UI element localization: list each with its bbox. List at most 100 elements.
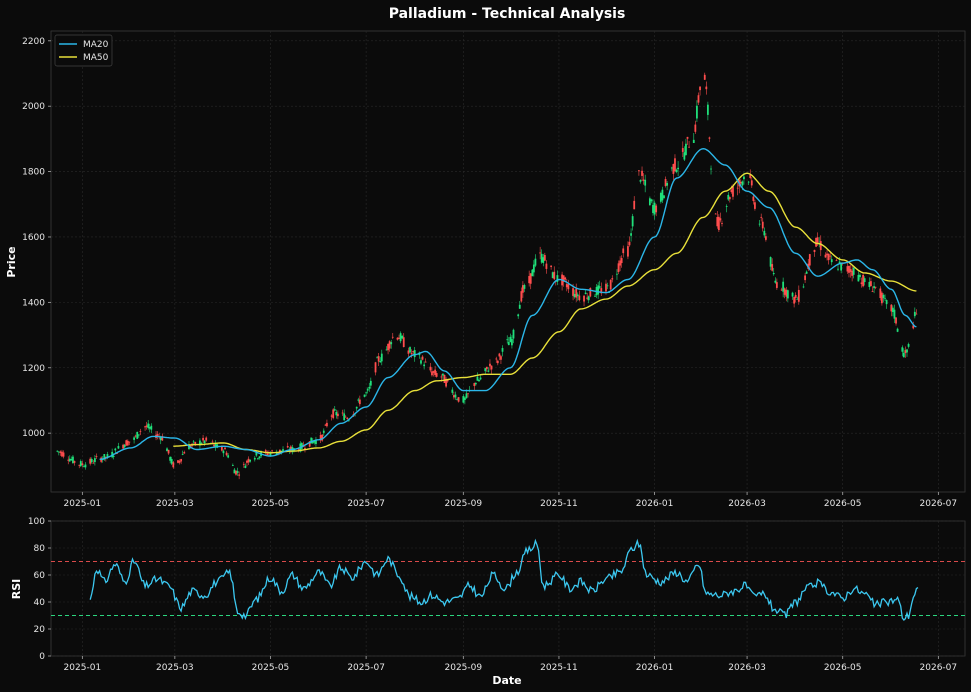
price-x-tick-label: 2025-11: [540, 499, 578, 509]
candle-up: [868, 281, 871, 288]
candle-up: [423, 364, 426, 367]
candle-up: [203, 440, 206, 444]
candle-down: [194, 441, 197, 446]
candle-down: [521, 285, 524, 293]
candle-down: [73, 461, 76, 463]
candle-up: [479, 377, 482, 380]
ma20-line: [99, 147, 917, 460]
candle-up: [758, 223, 761, 225]
candle-down: [895, 317, 897, 324]
candle-up: [769, 257, 772, 267]
candle-down: [330, 415, 333, 417]
candle-down: [780, 289, 783, 291]
candle-up: [791, 292, 794, 297]
candle-down: [771, 264, 774, 271]
candle-up: [200, 443, 203, 444]
candle-down: [565, 284, 568, 288]
candle-up: [532, 264, 535, 273]
candle-down: [890, 304, 893, 312]
candle-down: [562, 275, 565, 282]
price-x-tick-label: 2026-05: [824, 499, 862, 509]
candle-down: [235, 470, 237, 475]
candle-up: [653, 202, 656, 215]
candle-up: [650, 199, 653, 202]
candle-up: [782, 281, 785, 292]
candle-up: [147, 423, 150, 428]
candle-down: [156, 434, 159, 437]
candle-up: [648, 198, 651, 206]
candle-up: [507, 342, 510, 346]
candle-up: [907, 344, 910, 347]
candle-down: [620, 258, 623, 264]
candle-up: [484, 368, 487, 372]
candle-up: [727, 194, 730, 200]
candle-up: [335, 412, 338, 416]
candle-down: [336, 413, 339, 417]
candle-down: [443, 374, 446, 383]
candle-down: [178, 460, 181, 463]
candle-down: [721, 223, 723, 224]
rsi-y-tick-label: 80: [34, 544, 46, 554]
candle-down: [804, 275, 806, 281]
candle-up: [594, 295, 596, 297]
candle-down: [387, 343, 389, 351]
candle-up: [661, 189, 664, 201]
rsi-x-tick-label: 2025-05: [252, 663, 290, 673]
candle-down: [617, 263, 620, 272]
candle-down: [881, 292, 883, 304]
candle-down: [862, 274, 864, 287]
rsi-line: [89, 538, 919, 621]
candle-down: [225, 452, 228, 456]
candle-down: [344, 416, 347, 418]
candle-down: [126, 440, 129, 446]
candle-up: [333, 409, 336, 411]
candle-up: [90, 458, 93, 463]
candle-up: [166, 448, 168, 452]
candle-up: [576, 294, 579, 297]
candle-down: [633, 200, 636, 210]
candle-down: [128, 441, 131, 443]
price-x-tick-label: 2025-07: [347, 499, 385, 509]
price-y-axis-label: Price: [5, 246, 18, 277]
candle-down: [783, 288, 786, 295]
candle-up: [369, 380, 372, 386]
candle-down: [728, 197, 731, 200]
price-x-tick-label: 2026-07: [920, 499, 958, 509]
candle-up: [573, 294, 576, 298]
candle-up: [893, 309, 896, 319]
candle-up: [363, 394, 366, 397]
candle-down: [686, 136, 689, 139]
candle-up: [442, 373, 444, 376]
price-y-tick-label: 1200: [22, 364, 45, 374]
candle-down: [139, 430, 142, 432]
candle-down: [672, 164, 675, 174]
candle-up: [123, 444, 126, 448]
price-y-tick-label: 2000: [22, 102, 45, 112]
candle-down: [688, 146, 690, 148]
candle-up: [873, 286, 875, 289]
candle-up: [606, 285, 609, 287]
price-x-tick-label: 2026-01: [636, 499, 674, 509]
candle-down: [431, 371, 433, 376]
price-x-tick-label: 2025-09: [445, 499, 483, 509]
candle-up: [663, 195, 665, 199]
rsi-x-tick-label: 2026-05: [824, 663, 862, 673]
candle-up: [906, 349, 908, 353]
candle-down: [851, 270, 854, 276]
candle-down: [572, 288, 574, 296]
candle-up: [70, 458, 73, 461]
candle-down: [247, 458, 250, 463]
candle-down: [611, 278, 614, 280]
rsi-x-ticks: 2025-01 2025-03 2025-05 2025-07 2025-09 2025-…: [64, 656, 957, 673]
candle-down: [628, 241, 631, 246]
candle-down: [627, 246, 629, 257]
candle-up: [280, 450, 283, 452]
candle-up: [233, 469, 236, 474]
candle-down: [583, 295, 585, 302]
candle-down: [332, 409, 335, 419]
candle-up: [666, 183, 669, 186]
candle-down: [545, 263, 548, 269]
legend-ma50-label: MA50: [83, 53, 109, 63]
candle-down: [432, 371, 435, 373]
candle-down: [826, 253, 828, 256]
